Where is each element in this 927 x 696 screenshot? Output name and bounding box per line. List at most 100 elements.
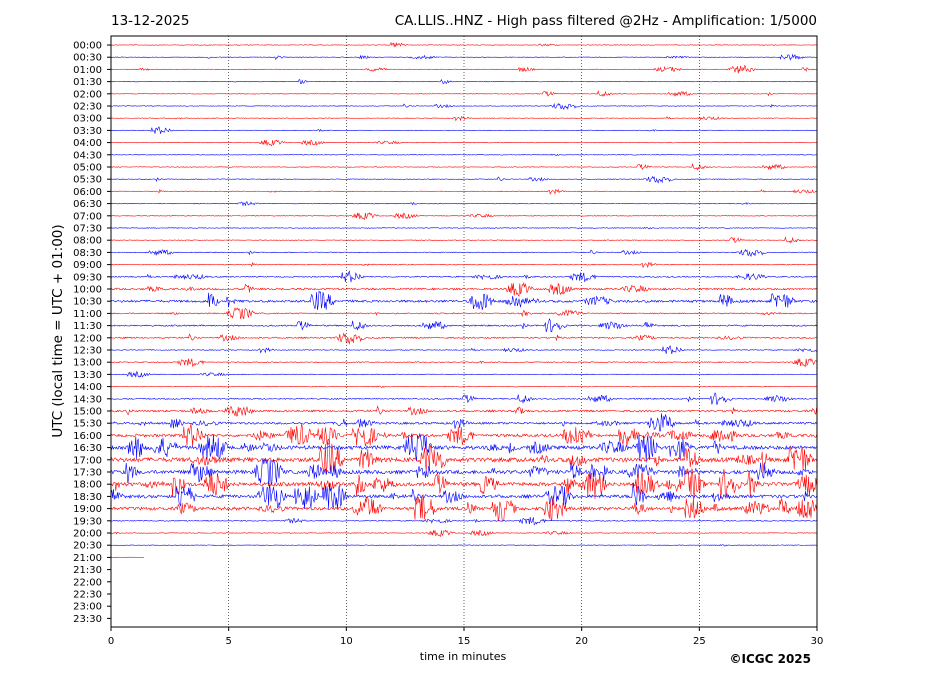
y-tick-label: 13:30 — [73, 370, 102, 381]
y-tick-label: 11:30 — [73, 321, 102, 332]
plot-frame — [110, 35, 818, 628]
trace-0330 — [110, 126, 817, 134]
vertical-gridlines — [228, 36, 700, 627]
trace-2100 — [110, 556, 144, 558]
trace-0100 — [110, 65, 817, 74]
trace-0030 — [110, 53, 817, 61]
copyright-notice: ©ICGC 2025 — [729, 652, 811, 666]
y-tick-label: 20:00 — [73, 529, 102, 540]
y-axis-label: UTC (local time = UTC + 01:00) — [50, 224, 66, 437]
y-tick-label: 02:30 — [73, 102, 102, 113]
y-tick-label: 23:30 — [73, 614, 102, 625]
chart-date: 13-12-2025 — [111, 13, 189, 29]
x-tick-label: 0 — [108, 636, 114, 647]
trace-0600 — [110, 188, 817, 195]
y-tick-label: 01:30 — [73, 77, 102, 88]
y-tick-label: 16:30 — [73, 443, 102, 454]
trace-0230 — [110, 102, 817, 110]
y-tick-label: 07:00 — [73, 211, 102, 222]
y-tick-label: 12:30 — [73, 346, 102, 357]
y-tick-label: 00:30 — [73, 53, 102, 64]
y-tick-label: 15:00 — [73, 407, 102, 418]
trace-1930 — [110, 517, 817, 526]
trace-0000 — [110, 41, 817, 48]
x-tick-label: 30 — [811, 636, 824, 647]
y-tick-label: 19:30 — [73, 516, 102, 527]
y-tick-label: 14:00 — [73, 382, 102, 393]
y-tick-label: 20:30 — [73, 541, 102, 552]
y-tick-label: 16:00 — [73, 431, 102, 442]
y-tick-label: 11:00 — [73, 309, 102, 320]
x-axis-label: time in minutes — [420, 650, 507, 663]
y-tick-label: 03:30 — [73, 126, 102, 137]
y-tick-label: 10:00 — [73, 285, 102, 296]
trace-0530 — [110, 175, 817, 184]
y-tick-label: 21:00 — [73, 553, 102, 564]
trace-1730 — [110, 457, 817, 487]
trace-0700 — [110, 212, 817, 220]
y-tick-label: 18:00 — [73, 480, 102, 491]
trace-1500 — [110, 405, 817, 417]
trace-0500 — [110, 162, 817, 171]
y-tick-label: 09:00 — [73, 260, 102, 271]
y-tick-label: 22:30 — [73, 590, 102, 601]
chart-title: CA.LLIS..HNZ - High pass filtered @2Hz -… — [395, 13, 817, 29]
trace-1300 — [110, 357, 817, 368]
x-tick-label: 20 — [575, 636, 588, 647]
trace-1830 — [110, 482, 817, 510]
trace-1900 — [110, 494, 817, 522]
trace-0430 — [110, 153, 817, 156]
y-tick-label: 19:00 — [73, 504, 102, 515]
trace-1600 — [110, 423, 817, 447]
y-tick-label: 05:30 — [73, 175, 102, 186]
y-tick-label: 17:00 — [73, 455, 102, 466]
y-tick-label: 09:30 — [73, 272, 102, 283]
trace-1030 — [110, 290, 817, 311]
trace-1130 — [110, 318, 817, 333]
trace-0630 — [110, 201, 817, 207]
trace-1000 — [110, 282, 817, 297]
y-tick-label: 01:00 — [73, 65, 102, 76]
y-tick-label: 07:30 — [73, 224, 102, 235]
trace-1400 — [110, 385, 817, 388]
y-tick-label: 23:00 — [73, 602, 102, 613]
x-tick-label: 5 — [225, 636, 231, 647]
y-tick-label: 13:00 — [73, 358, 102, 369]
y-tick-label: 17:30 — [73, 468, 102, 479]
trace-0730 — [110, 227, 817, 230]
y-tick-label: 12:00 — [73, 333, 102, 344]
y-tick-label: 02:00 — [73, 89, 102, 100]
x-tick-label: 15 — [458, 636, 471, 647]
y-tick-label: 06:30 — [73, 199, 102, 210]
y-tick-label: 06:00 — [73, 187, 102, 198]
trace-0300 — [110, 115, 817, 122]
x-tick-label: 25 — [693, 636, 706, 647]
trace-0900 — [110, 261, 817, 269]
y-tick-label: 08:30 — [73, 248, 102, 259]
seismogram-traces — [110, 41, 817, 558]
y-tick-label: 18:30 — [73, 492, 102, 503]
trace-1330 — [110, 371, 817, 378]
x-tick-label: 10 — [340, 636, 353, 647]
trace-1530 — [110, 413, 817, 432]
y-tick-label: 03:00 — [73, 114, 102, 125]
y-tick-label: 05:00 — [73, 163, 102, 174]
trace-1430 — [110, 392, 817, 405]
y-tick-label: 04:00 — [73, 138, 102, 149]
y-tick-label: 04:30 — [73, 150, 102, 161]
y-tick-label: 00:00 — [73, 41, 102, 52]
trace-1630 — [110, 433, 817, 463]
trace-1800 — [110, 468, 817, 499]
trace-1200 — [110, 332, 817, 345]
x-axis-ticks: 0 5 10 15 20 25 30 — [108, 627, 824, 647]
trace-2000 — [110, 529, 817, 537]
trace-0200 — [110, 90, 817, 98]
trace-0930 — [110, 270, 817, 283]
trace-0400 — [110, 139, 817, 147]
trace-1230 — [110, 345, 817, 355]
trace-0830 — [110, 248, 817, 258]
y-tick-label: 21:30 — [73, 565, 102, 576]
trace-1700 — [110, 442, 817, 476]
